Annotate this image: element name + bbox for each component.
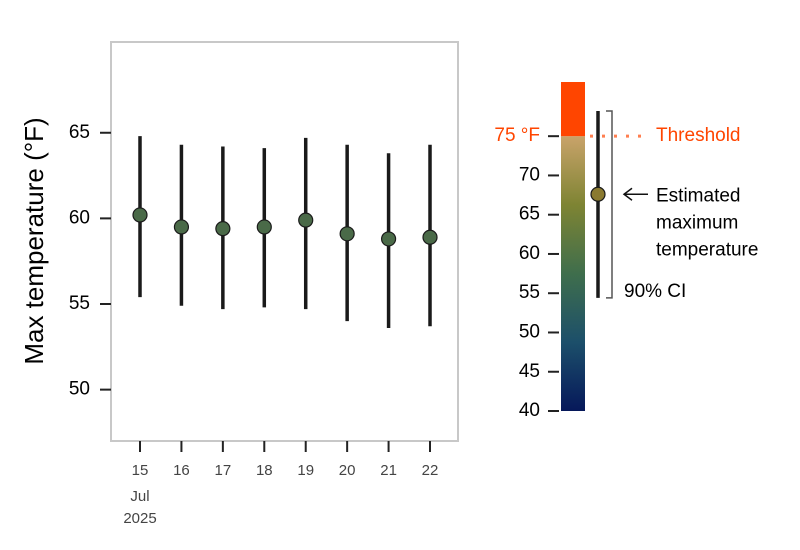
legend-tick-label: 40 bbox=[519, 400, 540, 421]
point bbox=[298, 212, 314, 228]
point bbox=[256, 219, 272, 235]
y-axis-label: Max temperature (°F) bbox=[19, 117, 49, 364]
y-tick-label: 60 bbox=[69, 207, 90, 228]
legend-tick-label: 45 bbox=[519, 361, 540, 382]
x-sublabel: 2025 bbox=[123, 510, 156, 527]
x-tick-label: 22 bbox=[422, 462, 439, 479]
colorbar-gradient bbox=[561, 136, 585, 411]
point bbox=[422, 229, 438, 245]
x-tick-label: 15 bbox=[132, 462, 149, 479]
x-tick-label: 16 bbox=[173, 462, 190, 479]
x-tick-label: 20 bbox=[339, 462, 356, 479]
legend-tick-label: 70 bbox=[519, 164, 540, 185]
ci-bracket bbox=[606, 110, 613, 299]
y-tick-label: 65 bbox=[69, 122, 90, 143]
threshold-label: Threshold bbox=[656, 125, 741, 146]
estimate-label: maximum bbox=[656, 212, 738, 233]
estimate-label: Estimated bbox=[656, 185, 740, 206]
estimate-label: temperature bbox=[656, 239, 758, 260]
legend-tick-label: 55 bbox=[519, 282, 540, 303]
y-tick-label: 55 bbox=[69, 293, 90, 314]
y-tick-label: 50 bbox=[69, 379, 90, 400]
x-tick-label: 21 bbox=[380, 462, 397, 479]
legend-tick-label: 75 °F bbox=[494, 125, 540, 146]
point bbox=[215, 221, 231, 237]
arrow bbox=[622, 187, 648, 201]
x-sublabel: Jul bbox=[130, 488, 149, 505]
ci-label: 90% CI bbox=[624, 281, 686, 302]
plot-frame bbox=[110, 41, 459, 442]
legend-point bbox=[590, 186, 606, 202]
point bbox=[380, 231, 397, 247]
legend-tick-label: 60 bbox=[519, 243, 540, 264]
x-tick-label: 19 bbox=[297, 462, 314, 479]
point bbox=[173, 219, 190, 235]
legend-tick-label: 50 bbox=[519, 321, 540, 342]
x-tick-label: 18 bbox=[256, 462, 273, 479]
colorbar-threshold bbox=[561, 82, 585, 137]
point bbox=[339, 226, 355, 242]
point bbox=[132, 207, 148, 223]
x-tick-label: 17 bbox=[215, 462, 232, 479]
legend-tick-label: 65 bbox=[519, 204, 540, 225]
